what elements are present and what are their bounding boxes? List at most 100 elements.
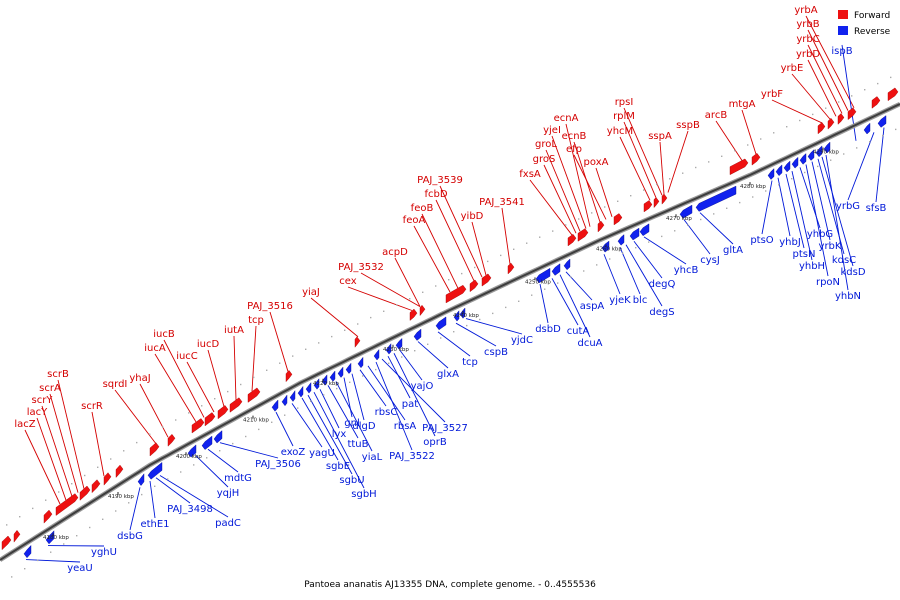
scale-label: 4210 kbp [243, 418, 269, 424]
gene-label: yeaU [67, 563, 93, 574]
track-dot [162, 426, 164, 428]
track-dot [721, 155, 723, 157]
leader-line [269, 311, 289, 372]
track-dot [890, 76, 892, 79]
track-dot [76, 535, 78, 537]
leader-line [207, 448, 239, 473]
gene-label: tcp [248, 315, 264, 326]
leader-line [159, 475, 229, 518]
gene-label: yrbB [796, 19, 819, 30]
leader-line [559, 274, 591, 338]
track-dot [32, 507, 34, 510]
track-dot [765, 190, 767, 192]
legend-reverse-label: Reverse [854, 27, 891, 37]
leader-line [219, 442, 279, 459]
reverse-gene [281, 394, 288, 407]
gene-label: kdsC [832, 255, 856, 266]
track-dot [362, 375, 364, 377]
leader-line [343, 377, 353, 418]
leader-line [659, 141, 665, 195]
leader-line [741, 109, 757, 155]
reverse-gene [767, 168, 775, 180]
leader-line [327, 385, 359, 439]
track-dot [427, 343, 429, 345]
track-dot [830, 159, 832, 161]
gene-label: kdsD [840, 267, 865, 278]
gene-label: yghU [91, 547, 117, 558]
track-dot [747, 144, 749, 146]
reverse-gene [877, 115, 887, 128]
gene-label: gnl [344, 418, 359, 429]
leader-line [57, 379, 85, 489]
track-dot [552, 230, 554, 232]
gene-label: arcB [705, 110, 728, 121]
gene-label: efp [566, 144, 582, 155]
leader-line [825, 154, 849, 291]
track-dot [856, 147, 858, 149]
reverse-gene [187, 444, 197, 458]
leader-line [715, 120, 743, 161]
forward-gene [79, 485, 91, 501]
track-dot [851, 95, 853, 97]
gene-label: gltA [723, 245, 743, 256]
gene-label: ttuB [347, 439, 368, 450]
gene-label: sqrdI [103, 379, 128, 390]
track-dot [500, 254, 502, 257]
gene-label: ethE1 [140, 519, 169, 530]
track-dot [617, 200, 619, 202]
gene-label: mdtG [224, 473, 252, 484]
track-dot [596, 264, 598, 266]
leader-line [129, 487, 141, 531]
scale-ticks: 4180 kbp 4190 kbp 4200 kbp 4210 kbp 4220 kbp… [43, 147, 839, 541]
leader-line [41, 405, 73, 497]
leader-line [623, 107, 663, 196]
gene-label: scrA [39, 383, 61, 394]
forward-gene [751, 153, 761, 166]
track-dot [825, 107, 827, 109]
gene-label: blc [633, 295, 648, 306]
gene-label: yjdC [511, 335, 533, 346]
track-dot [349, 381, 351, 383]
gene-label: padC [215, 518, 241, 529]
leader-line [573, 154, 607, 220]
leader-line [149, 480, 156, 519]
gene-label: ptsN [793, 249, 816, 260]
gene-label: scrR [81, 401, 103, 412]
track-dot [648, 241, 650, 243]
gene-label: yrbD [796, 49, 820, 60]
reverse-gene [679, 204, 693, 219]
forward-gene [469, 279, 479, 293]
track-dot [479, 318, 481, 321]
leader-line [551, 278, 579, 326]
track-dot [258, 428, 260, 431]
track-dot [414, 350, 416, 352]
track-dot [370, 316, 372, 319]
gene-label: rplM [613, 111, 635, 122]
track-dot [882, 134, 884, 137]
gene-label: PAJ_3506 [255, 459, 301, 470]
gene-label: PAJ_3527 [422, 423, 468, 434]
leader-line [359, 369, 387, 407]
gene-label: cutA [567, 326, 590, 337]
genome-backbone [0, 101, 900, 562]
track-dot [778, 184, 780, 186]
leader-line [791, 171, 813, 261]
gene-label: iutA [224, 325, 244, 336]
scale-label: 4230 kbp [383, 347, 409, 353]
gene-label: degS [649, 307, 674, 318]
forward-gene [847, 107, 857, 121]
gene-label: cspB [484, 347, 508, 358]
track-dot [656, 183, 658, 186]
reverse-gene [695, 185, 737, 212]
track-dot [773, 132, 775, 134]
reverse-gene [337, 366, 344, 378]
leader-line [421, 213, 459, 289]
gene-label: rpoN [816, 277, 840, 288]
reverse-gene [395, 337, 403, 350]
track-dot [539, 236, 541, 238]
track-dot [708, 161, 710, 163]
track-dot [396, 304, 398, 306]
forward-gene [871, 96, 881, 109]
gene-label: cex [339, 276, 356, 287]
